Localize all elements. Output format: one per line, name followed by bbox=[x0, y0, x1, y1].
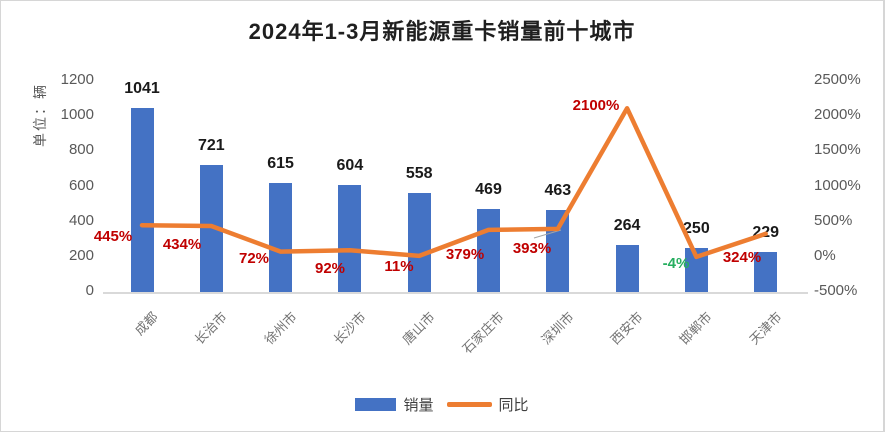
legend-bar-swatch-icon bbox=[355, 398, 397, 411]
bar-value-label: 1041 bbox=[124, 80, 160, 98]
pct-label-西安市: 2100% bbox=[572, 97, 620, 114]
left-axis-tick: 1000 bbox=[60, 106, 94, 124]
pct-label-石家庄市: 379% bbox=[445, 246, 485, 263]
x-axis-label-唐山市: 唐山市 bbox=[399, 309, 438, 348]
legend: 销量 同比 bbox=[1, 394, 883, 415]
x-axis-label-石家庄市: 石家庄市 bbox=[459, 309, 508, 357]
bar-value-label: 463 bbox=[544, 182, 572, 200]
left-axis-tick: 800 bbox=[68, 141, 94, 159]
bar-value-label: 558 bbox=[405, 165, 433, 183]
bar-唐山市 bbox=[407, 193, 431, 292]
x-axis-label-天津市: 天津市 bbox=[746, 309, 785, 348]
x-axis-label-成都: 成都 bbox=[131, 309, 161, 339]
chart-title: 2024年1-3月新能源重卡销量前十城市 bbox=[248, 19, 636, 44]
x-axis-label-深圳市: 深圳市 bbox=[538, 309, 577, 348]
right-axis-tick: 1500% bbox=[814, 141, 861, 159]
x-axis-label-西安市: 西安市 bbox=[607, 309, 646, 348]
legend-bar-label: 销量 bbox=[403, 397, 434, 414]
x-axis-label-长治市: 长治市 bbox=[191, 309, 231, 348]
x-axis-label-徐州市: 徐州市 bbox=[261, 309, 300, 348]
legend-line-label: 同比 bbox=[498, 397, 529, 414]
bar-成都 bbox=[130, 108, 154, 292]
legend-line-swatch-icon bbox=[446, 402, 492, 407]
pct-label-邯郸市: -4% bbox=[662, 255, 690, 272]
bar-value-label: 229 bbox=[752, 223, 780, 241]
left-axis-tick: 600 bbox=[68, 176, 94, 194]
right-axis-tick: 2000% bbox=[814, 106, 861, 124]
bar-长治市 bbox=[199, 164, 223, 292]
bar-value-label: 469 bbox=[475, 181, 502, 199]
left-axis-title: 单位：辆 bbox=[32, 83, 48, 147]
pct-label-深圳市: 393% bbox=[512, 240, 552, 257]
bar-天津市 bbox=[754, 251, 778, 292]
pct-label-长治市: 434% bbox=[162, 236, 202, 253]
bar-value-label: 604 bbox=[336, 157, 364, 175]
x-axis-line bbox=[103, 292, 808, 294]
right-axis-tick: 0% bbox=[814, 247, 836, 265]
x-axis-label-长沙市: 长沙市 bbox=[330, 309, 369, 348]
right-axis-tick: 2500% bbox=[814, 71, 861, 88]
x-axis-label-邯郸市: 邯郸市 bbox=[676, 309, 716, 348]
pct-label-徐州市: 72% bbox=[238, 250, 270, 267]
right-axis-tick: 500% bbox=[814, 211, 853, 229]
right-axis-tick: -500% bbox=[814, 282, 858, 300]
bar-value-label: 721 bbox=[197, 136, 225, 154]
left-axis-tick: 0 bbox=[85, 282, 94, 300]
bar-value-label: 264 bbox=[613, 217, 641, 235]
left-axis-tick: 1200 bbox=[60, 71, 94, 88]
left-axis-tick: 400 bbox=[68, 211, 94, 229]
bar-value-label: 615 bbox=[267, 155, 294, 173]
pct-label-长沙市: 92% bbox=[314, 260, 346, 277]
pct-label-天津市: 324% bbox=[722, 249, 762, 266]
bar-value-label: 250 bbox=[683, 219, 710, 237]
pct-label-成都: 445% bbox=[93, 228, 133, 245]
pct-label-唐山市: 11% bbox=[384, 258, 414, 275]
right-axis-tick: 1000% bbox=[814, 176, 861, 194]
left-axis-tick: 200 bbox=[68, 247, 94, 265]
